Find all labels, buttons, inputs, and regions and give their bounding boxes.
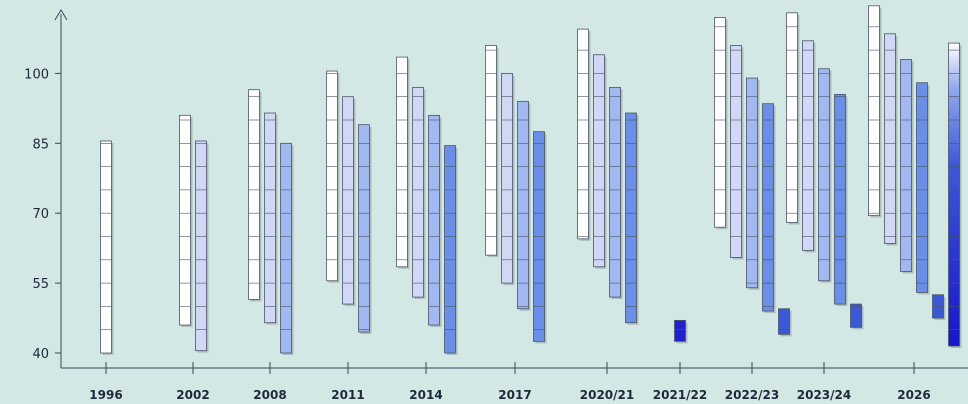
bar-3-2 [358, 124, 372, 335]
y-axis-arrow [54, 9, 68, 21]
bar-body [868, 5, 880, 216]
bar-body [577, 28, 589, 240]
bar-5-3 [533, 131, 547, 344]
bar-body [280, 142, 292, 354]
bar-body [762, 103, 774, 312]
bar-body [730, 45, 742, 258]
bar-body [248, 89, 260, 300]
bar-body [625, 112, 637, 324]
y-tick-label-1: 55 [32, 277, 49, 292]
bar-body [593, 54, 605, 268]
bar-body [948, 42, 960, 347]
bar-body [195, 140, 207, 352]
bar-body [179, 114, 191, 326]
bar-body [412, 86, 424, 298]
bar-3-1 [342, 96, 356, 307]
bar-9-2 [818, 68, 832, 283]
bar-body [485, 45, 497, 256]
bar-3-0 [326, 70, 340, 283]
x-tick-label-1: 2002 [176, 388, 209, 402]
bar-5-2 [517, 100, 531, 311]
bar-body [517, 100, 529, 310]
bar-9-4 [850, 303, 864, 330]
bar-body [358, 124, 370, 333]
bar-body [900, 59, 912, 272]
bar-body [884, 33, 896, 244]
bar-6-2 [609, 86, 623, 300]
bar-5-0 [485, 45, 499, 258]
bar-7-0 [674, 319, 688, 344]
bar-body [674, 319, 686, 342]
bar-body [396, 56, 408, 268]
bar-4-2 [428, 114, 442, 328]
bar-body [850, 303, 862, 328]
bar-2-1 [264, 112, 278, 325]
x-tick-label-9: 2023/24 [797, 388, 851, 402]
x-ticks: 1996 2002 2008 2011 2014 2017 2020/21 2021/22 20… [89, 362, 931, 402]
bar-10-0 [868, 5, 882, 218]
x-tick-label-2: 2008 [253, 388, 286, 402]
bar-body [444, 145, 456, 354]
bar-body [609, 86, 621, 298]
bar-5-1 [501, 73, 515, 286]
bar-body [818, 68, 830, 282]
bar-body [834, 93, 846, 305]
bar-0-0 [100, 140, 114, 355]
bar-10-4 [932, 294, 946, 321]
bar-10-3 [916, 82, 930, 295]
bar-body [916, 82, 928, 293]
x-tick-label-6: 2020/21 [580, 388, 634, 402]
x-tick-label-0: 1996 [89, 388, 122, 402]
bar-body [802, 40, 814, 251]
bar-8-2 [746, 77, 760, 290]
bar-9-3 [834, 93, 848, 307]
bar-body [786, 12, 798, 223]
bar-2-0 [248, 89, 262, 302]
bar-body [746, 77, 758, 289]
bar-6-1 [593, 54, 607, 269]
x-tick-label-8: 2022/23 [725, 388, 779, 402]
y-tick-label-0: 40 [32, 347, 49, 362]
bar-9-0 [786, 12, 800, 225]
x-tick-label-10: 2026 [897, 388, 930, 402]
bar-body [264, 112, 276, 324]
y-ticks: 40 55 70 85 100 [24, 67, 61, 362]
bar-body [501, 73, 513, 284]
bar-body [428, 114, 440, 326]
bar-2-2 [280, 142, 294, 355]
bar-body [714, 17, 726, 228]
x-tick-label-4: 2014 [409, 388, 442, 402]
bar-body [100, 140, 112, 354]
bars [100, 5, 962, 355]
bar-6-0 [577, 28, 591, 241]
bar-6-3 [625, 112, 639, 325]
bar-4-0 [396, 56, 410, 269]
bar-8-0 [714, 17, 728, 230]
bar-10-5 [948, 42, 962, 349]
y-tick-label-4: 100 [24, 67, 49, 82]
bar-9-1 [802, 40, 816, 253]
bar-body [342, 96, 354, 305]
bar-10-1 [884, 33, 898, 246]
x-tick-label-3: 2011 [331, 388, 364, 402]
bar-8-4 [778, 308, 792, 337]
bar-8-3 [762, 103, 776, 314]
bar-body [326, 70, 338, 282]
x-tick-label-7: 2021/22 [653, 388, 707, 402]
bar-10-2 [900, 59, 914, 274]
y-tick-label-3: 85 [32, 137, 49, 152]
bar-8-1 [730, 45, 744, 260]
y-tick-label-2: 70 [32, 207, 49, 222]
bar-1-0 [179, 114, 193, 328]
bar-4-3 [444, 145, 458, 355]
bar-1-1 [195, 140, 209, 353]
bar-body [778, 308, 790, 335]
x-tick-label-5: 2017 [498, 388, 531, 402]
bar-4-1 [412, 86, 426, 300]
